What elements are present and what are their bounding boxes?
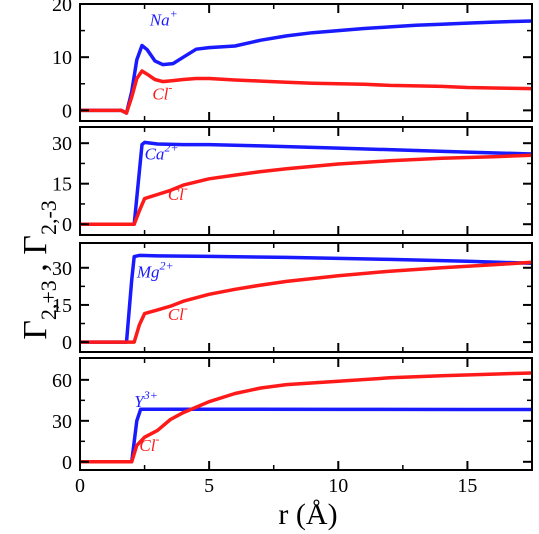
series-label-cl: Cl- (139, 432, 159, 455)
x-tick-label: 10 (328, 475, 348, 497)
ylabel-gamma-2: Γ (17, 235, 54, 255)
y-tick-label: 0 (62, 214, 72, 236)
y-tick-label: 10 (52, 47, 72, 69)
series-line-na-panel-1 (80, 19, 533, 115)
plot-frame (79, 242, 533, 353)
series-line-ca-panel-2 (80, 140, 533, 226)
series-line-y-panel-4 (80, 407, 532, 464)
series-line-cl-panel-2 (80, 153, 533, 226)
x-tick-label: 5 (204, 475, 214, 497)
series-label-y: Y3+ (134, 388, 158, 411)
y-tick-label: 15 (52, 174, 72, 196)
y-tick-label: 15 (52, 295, 72, 317)
series-line-mg-panel-3 (80, 253, 533, 344)
panel-2: 0 15 30 Ca2+ Cl- (52, 126, 533, 236)
series-line-cl-panel-4 (80, 371, 533, 464)
series-line-cl-panel-3 (80, 260, 533, 344)
series-line-cl-panel-1 (80, 69, 533, 115)
ylabel-gamma-1: Γ (17, 320, 54, 340)
plot-frame (79, 126, 533, 236)
svg-text:Γ2,+3 , Γ2,-3: Γ2,+3 , Γ2,-3 (17, 200, 61, 340)
series-label-cl: Cl- (168, 301, 188, 324)
series-label-ca: Ca2+ (145, 140, 179, 163)
series-label-cl: Cl- (168, 181, 188, 204)
series-label-na: Na+ (149, 6, 178, 29)
plot-frame (79, 3, 533, 122)
plot-frame (79, 357, 533, 471)
panel-4: 0 30 60 0 5 10 15 Y3+ Cl- (52, 357, 533, 497)
series-label-cl: Cl- (152, 81, 172, 104)
y-tick-label: 30 (52, 411, 72, 433)
y-tick-label: 0 (62, 332, 72, 354)
y-tick-label: 60 (52, 370, 72, 392)
panel-3: 0 15 30 Mg2+ Cl- (52, 242, 533, 354)
y-tick-label: 30 (52, 258, 72, 280)
y-tick-label: 20 (52, 0, 72, 16)
y-tick-label: 0 (62, 452, 72, 474)
y-axis-label: Γ2,+3 , Γ2,-3 (17, 200, 61, 340)
y-tick-label: 30 (52, 133, 72, 155)
x-tick-label: 15 (457, 475, 477, 497)
y-tick-label: 0 (62, 100, 72, 122)
panel-1: 0 10 20 Na+ Cl- (52, 0, 533, 122)
x-axis-label: r (Å) (278, 498, 337, 531)
x-tick-label: 0 (75, 475, 85, 497)
ylabel-sub-2: 2,-3 (36, 200, 61, 235)
series-label-mg: Mg2+ (136, 259, 174, 282)
ylabel-comma: , (17, 255, 54, 281)
ylabel-sub-1: 2,+3 (36, 280, 61, 320)
